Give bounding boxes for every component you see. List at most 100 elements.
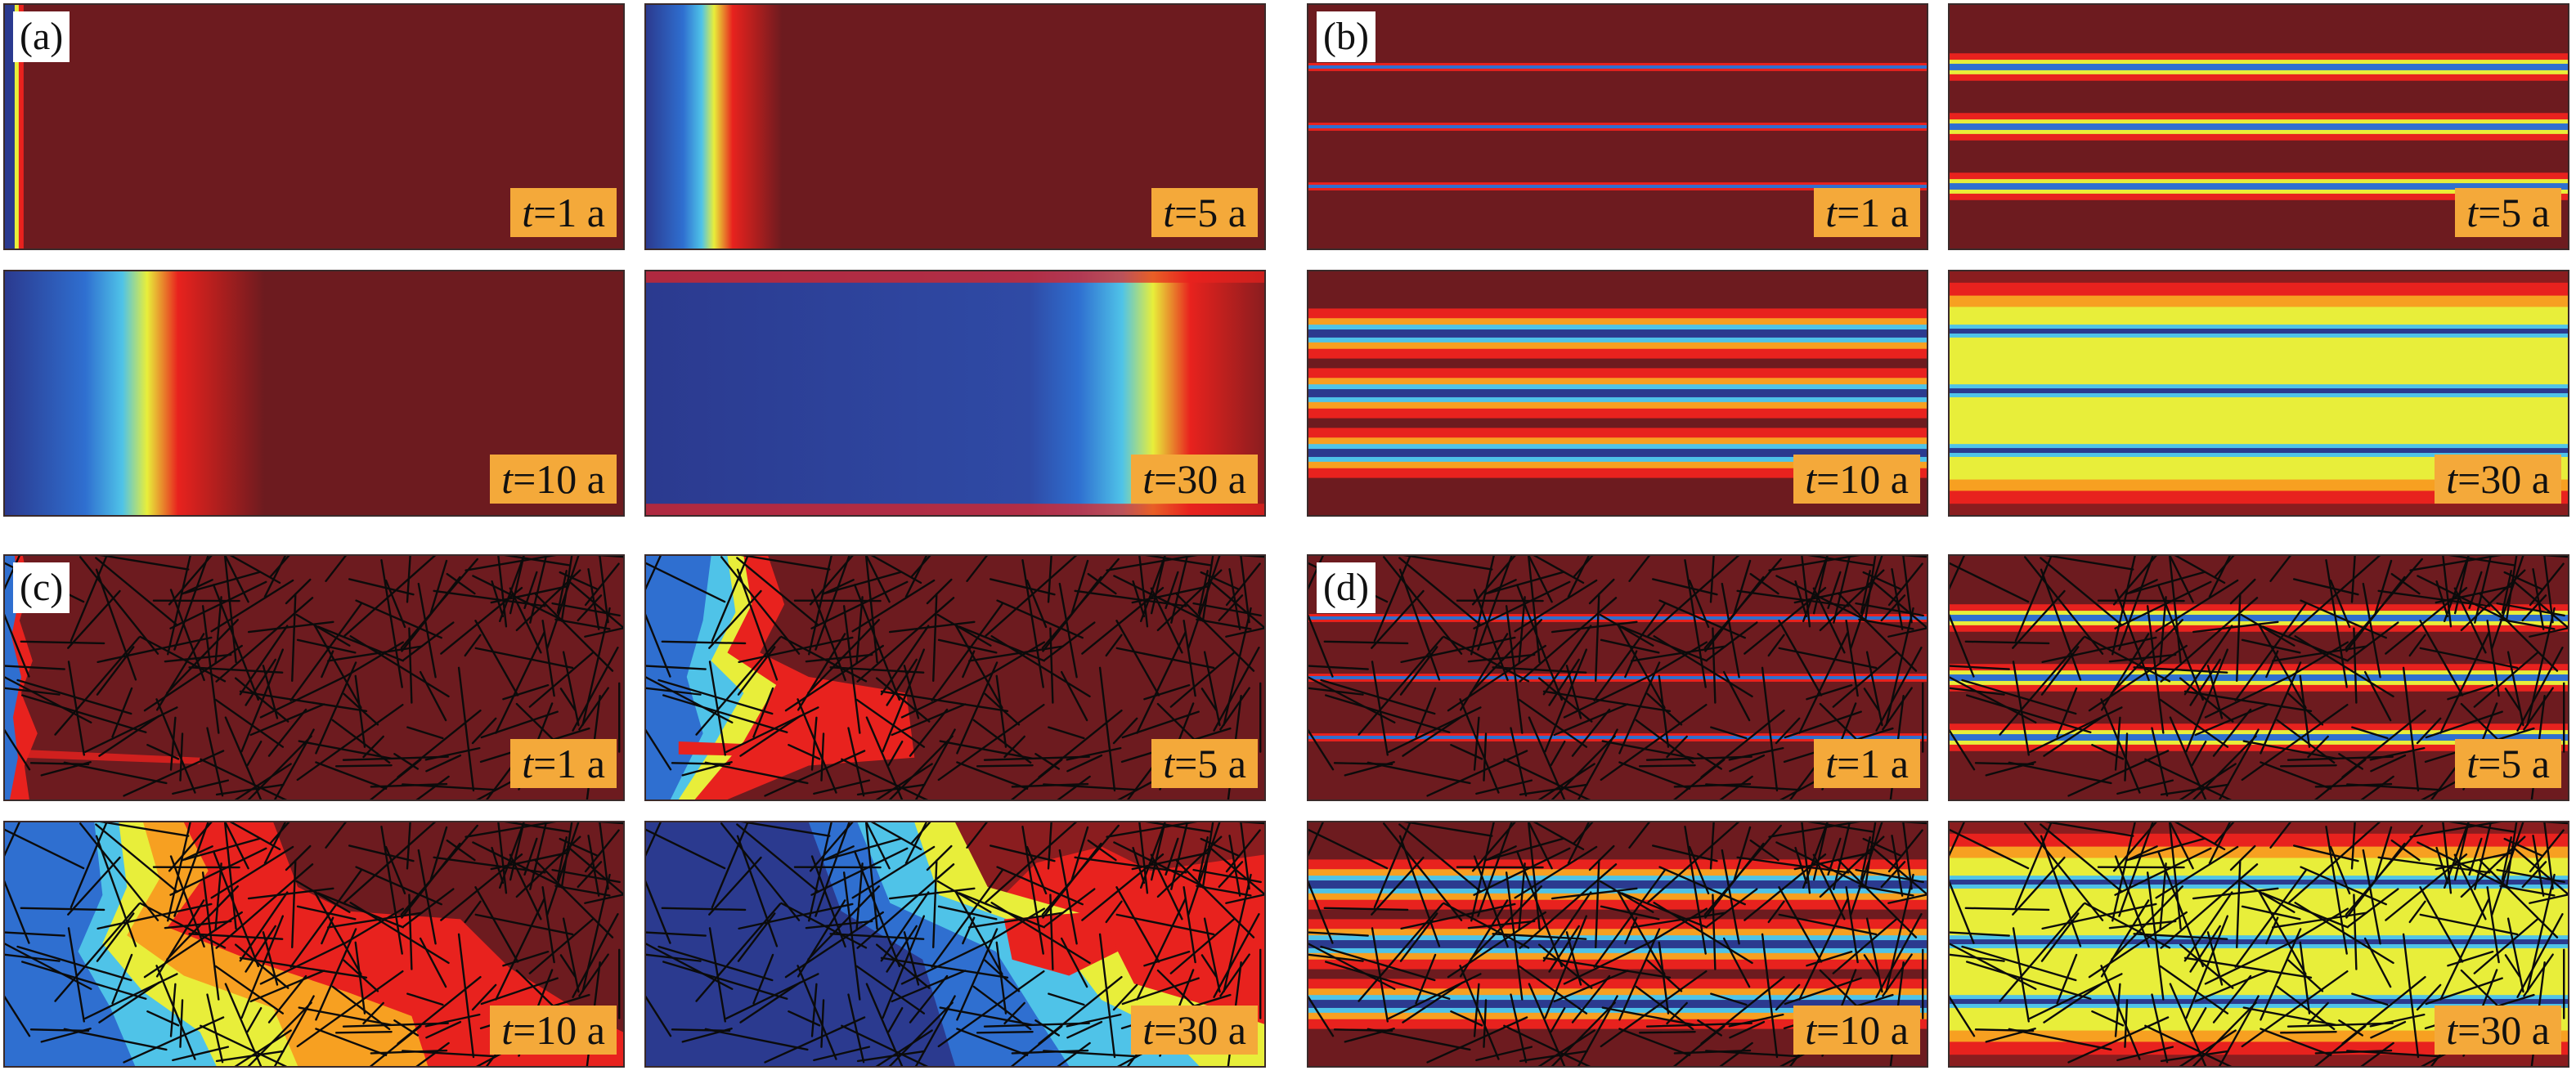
fracture-line (334, 764, 393, 768)
fracture-line (169, 580, 267, 629)
fracture-line (1473, 855, 1509, 948)
fracture-line (865, 822, 891, 870)
fracture-line (393, 1019, 420, 1037)
fracture-line (2218, 995, 2260, 1066)
fracture-line (70, 556, 108, 643)
fracture-line (1112, 717, 1138, 745)
fracture-line (1721, 849, 1740, 945)
fracture-line (2159, 698, 2229, 748)
fracture-line (2499, 618, 2556, 630)
fracture-line (415, 775, 450, 800)
fracture-line (1042, 576, 1102, 652)
fracture-line (939, 1006, 1034, 1026)
fracture-line (2091, 744, 2125, 760)
fracture-line (327, 645, 423, 662)
fracture-line (1631, 912, 1726, 929)
fracture-line (983, 1022, 1090, 1028)
fracture-line (855, 698, 926, 748)
fracture-line (534, 593, 614, 672)
fracture-line (2490, 822, 2524, 916)
fracture-line (1371, 661, 1389, 756)
fracture-line (2241, 970, 2349, 1048)
fracture-line (1492, 933, 1587, 940)
fracture-line (433, 856, 546, 874)
fracture-line (2408, 634, 2426, 657)
fracture-line (1551, 735, 1616, 800)
fracture-line (384, 845, 406, 895)
fracture-line (2532, 834, 2545, 897)
fracture-line (2114, 716, 2121, 771)
fracture-line (1729, 754, 1766, 773)
fracture-line (646, 953, 702, 962)
fracture-line (1700, 709, 1785, 778)
fracture-line (429, 826, 448, 880)
fracture-line (910, 556, 931, 578)
fracture-line (485, 766, 512, 800)
fracture-line (285, 578, 312, 605)
fracture-line (247, 887, 334, 900)
fracture-line (349, 635, 450, 698)
fracture-line (188, 666, 284, 674)
fracture-line (1471, 556, 1516, 606)
fracture-line (1131, 585, 1209, 604)
fracture-line (1684, 559, 1707, 688)
fracture-line (1974, 1028, 2035, 1032)
fracture-line (2329, 845, 2351, 895)
fracture-line (2390, 839, 2421, 862)
fracture-line (2194, 703, 2270, 737)
fracture-line (1197, 570, 1209, 614)
fracture-line (67, 589, 121, 649)
fracture-line (1950, 676, 2037, 723)
fracture-line (2419, 647, 2519, 670)
fracture-line (1203, 651, 1221, 727)
fracture-line (1011, 1049, 1089, 1055)
fracture-line (864, 822, 878, 930)
fracture-line (1183, 885, 1196, 964)
fracture-line (1593, 869, 1666, 968)
fracture-line (1595, 859, 1600, 949)
fracture-line (1542, 956, 1672, 979)
fracture-line (2362, 582, 2381, 679)
fracture-line (2288, 822, 2381, 903)
fracture-line (1697, 753, 1723, 770)
fracture-line (464, 822, 557, 838)
fracture-line (2419, 913, 2519, 936)
fracture-line (968, 912, 1064, 929)
fracture-line (1066, 1013, 1122, 1028)
fracture-line (2473, 917, 2539, 974)
fracture-line (446, 839, 476, 862)
fracture-line (1473, 716, 1480, 771)
fracture-line (1528, 556, 1553, 603)
fracture-line (2206, 931, 2224, 986)
fracture-line (2504, 954, 2521, 978)
fracture-line (1651, 844, 1718, 862)
fracture-line (1358, 636, 1444, 736)
fracture-line (180, 845, 213, 862)
fracture-line (343, 556, 437, 637)
fracture-line (143, 644, 243, 712)
fracture-line (1510, 727, 1528, 797)
fracture-line (931, 602, 1003, 701)
fracture-line (1533, 556, 1585, 585)
fracture-line (2040, 557, 2123, 626)
fracture-line (2100, 899, 2150, 978)
fracture-line (1807, 556, 1874, 567)
fracture-line (2133, 933, 2228, 940)
fracture-line (914, 728, 956, 800)
fracture-line (173, 556, 209, 651)
fracture-line (2439, 631, 2490, 734)
fracture-line (474, 647, 574, 670)
fracture-line (67, 927, 85, 1023)
fracture-line (95, 568, 137, 681)
fracture-line (2111, 885, 2183, 961)
fracture-line (1371, 589, 1425, 649)
time-label: t=1 a (510, 188, 617, 237)
fracture-line (1324, 961, 1451, 1000)
fracture-line (995, 674, 1008, 748)
fracture-line (2369, 1013, 2426, 1028)
fracture-line (5, 828, 85, 870)
fracture-line (880, 956, 1009, 979)
fracture-line (2532, 567, 2545, 630)
fracture-line (2214, 556, 2235, 578)
fracture-line (865, 556, 891, 603)
